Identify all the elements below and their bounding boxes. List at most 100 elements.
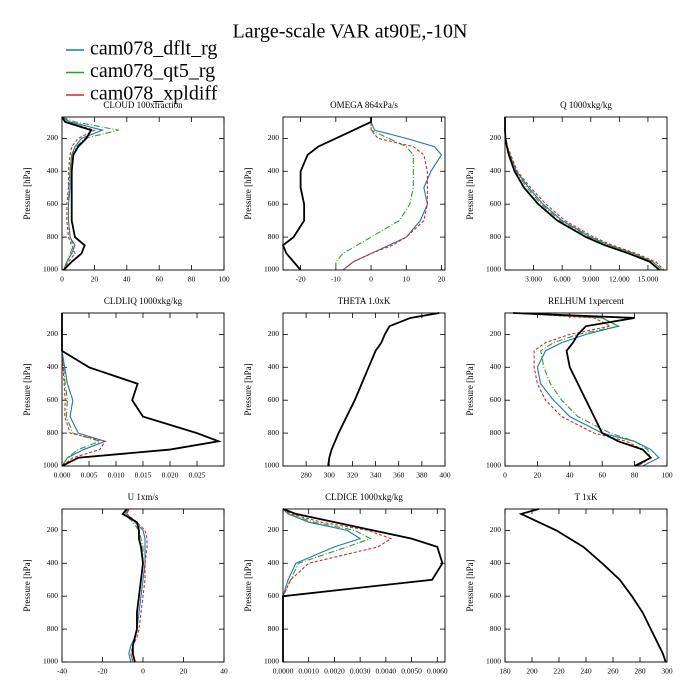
profile-line	[61, 116, 96, 271]
x-tick-label: 40	[123, 275, 131, 284]
x-tick-label: 20	[438, 275, 446, 284]
x-tick-label: 360	[393, 471, 405, 480]
profile-line	[518, 508, 667, 663]
y-tick-label: 200	[490, 133, 502, 142]
y-tick-label: 400	[268, 558, 280, 567]
x-tick-label: 300	[661, 667, 673, 676]
x-tick-label: 3.000	[525, 275, 542, 284]
y-axis-label: Pressure [hPa]	[243, 559, 253, 611]
y-tick-label: 1000	[264, 461, 279, 470]
y-axis-label: Pressure [hPa]	[22, 559, 32, 611]
x-tick-label: 0.0030	[350, 667, 371, 676]
x-tick-label: -20	[98, 667, 108, 676]
x-tick-label: 0	[60, 275, 64, 284]
y-tick-label: 200	[47, 133, 59, 142]
x-tick-label: 260	[607, 667, 619, 676]
x-tick-label: -40	[57, 667, 67, 676]
x-tick-label: 0.0050	[401, 667, 422, 676]
x-tick-label: 180	[499, 667, 511, 676]
x-tick-label: 60	[598, 471, 606, 480]
x-tick-label: 40	[566, 471, 574, 480]
panel-title: CLDLIQ 1000xkg/kg	[104, 296, 183, 306]
y-tick-label: 1000	[43, 657, 58, 666]
y-tick-label: 800	[490, 232, 502, 241]
y-tick-label: 200	[47, 329, 59, 338]
y-tick-label: 1000	[486, 461, 501, 470]
y-tick-label: 400	[268, 166, 280, 175]
plot-frame	[282, 116, 446, 271]
x-tick-label: -20	[296, 275, 306, 284]
y-tick-label: 600	[47, 199, 59, 208]
y-tick-label: 600	[490, 395, 502, 404]
y-tick-label: 600	[47, 591, 59, 600]
y-tick-label: 400	[490, 362, 502, 371]
x-tick-label: 20	[180, 667, 188, 676]
x-tick-label: 0	[141, 667, 145, 676]
y-tick-label: 600	[47, 395, 59, 404]
y-tick-label: 200	[490, 525, 502, 534]
y-tick-label: 600	[268, 199, 280, 208]
plot-frame	[61, 312, 225, 467]
y-axis-label: Pressure [hPa]	[465, 363, 475, 415]
profile-line	[519, 508, 667, 663]
y-tick-label: 400	[268, 362, 280, 371]
plot-frame	[61, 508, 225, 663]
panel-title: RELHUM 1xpercent	[548, 296, 624, 306]
y-tick-label: 600	[268, 591, 280, 600]
legend-label: cam078_dflt_rg	[90, 38, 217, 60]
panel-title: Q 1000xkg/kg	[560, 100, 612, 110]
plot-frame	[282, 312, 446, 467]
x-tick-label: 0.0010	[298, 667, 319, 676]
y-tick-label: 800	[268, 624, 280, 633]
x-tick-label: 380	[416, 471, 428, 480]
y-tick-label: 600	[268, 395, 280, 404]
y-tick-label: 800	[268, 428, 280, 437]
profile-line	[61, 116, 93, 271]
panel-title: CLOUD 100xfraction	[103, 100, 183, 110]
panel-title: CLDICE 1000xkg/kg	[325, 492, 403, 502]
x-tick-label: 0.0040	[376, 667, 397, 676]
plot-frame	[504, 312, 668, 467]
x-tick-label: 0.015	[135, 471, 152, 480]
profile-line	[519, 508, 667, 663]
x-tick-label: 340	[370, 471, 382, 480]
y-axis-label: Pressure [hPa]	[243, 167, 253, 219]
panel-title: OMEGA 864xPa/s	[330, 100, 398, 110]
profile-line	[61, 313, 102, 467]
profile-line	[121, 508, 144, 663]
y-tick-label: 400	[47, 558, 59, 567]
x-tick-label: 20	[534, 471, 542, 480]
y-tick-label: 1000	[264, 265, 279, 274]
y-tick-label: 800	[490, 624, 502, 633]
x-tick-label: 0.0060	[427, 667, 448, 676]
y-tick-label: 200	[47, 525, 59, 534]
y-axis-label: Pressure [hPa]	[22, 167, 32, 219]
profile-line	[126, 508, 148, 663]
x-tick-label: 80	[631, 471, 639, 480]
x-tick-label: 280	[634, 667, 646, 676]
x-tick-label: 0.010	[108, 471, 125, 480]
profile-line	[61, 116, 105, 271]
y-tick-label: 800	[47, 232, 59, 241]
panel-title: THETA 1.0xK	[338, 296, 391, 306]
plot-frame	[61, 116, 225, 271]
x-tick-label: 100	[661, 471, 673, 480]
profile-line	[282, 508, 362, 662]
y-tick-label: 400	[47, 166, 59, 175]
plot-frame	[282, 508, 446, 663]
profile-line	[61, 116, 119, 271]
figure-title: Large-scale VAR at90E,-10N	[233, 21, 468, 43]
profile-line	[335, 117, 414, 270]
profile-line	[519, 508, 667, 663]
y-axis-label: Pressure [hPa]	[465, 167, 475, 219]
x-tick-label: 20	[91, 275, 99, 284]
x-tick-label: 80	[188, 275, 196, 284]
panel-title: U 1xm/s	[128, 492, 159, 502]
x-tick-label: 400	[439, 471, 451, 480]
x-tick-label: 12.000	[609, 275, 630, 284]
x-tick-label: 320	[347, 471, 359, 480]
x-tick-label: 10	[403, 275, 411, 284]
y-axis-label: Pressure [hPa]	[243, 363, 253, 415]
